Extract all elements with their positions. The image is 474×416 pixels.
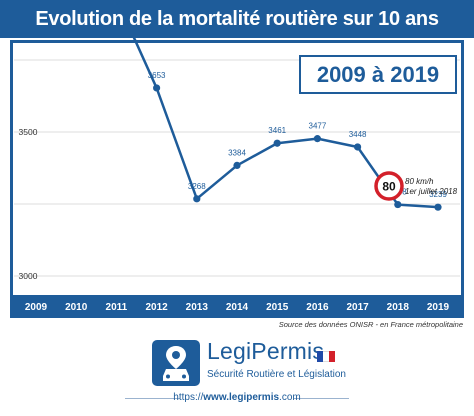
y-tick-label: 3000 [19,271,38,281]
x-tick-label: 2011 [106,302,128,313]
x-tick-label: 2017 [346,302,369,313]
data-point [394,200,402,209]
speed-limit-note-line1: 80 km/h [405,177,434,186]
series-line-path [115,0,439,209]
series-line [115,0,439,209]
data-label: 3384 [228,148,246,157]
x-tick-label: 2015 [266,302,289,313]
brand-logo: LegiPermis Sécurité Routière et Législat… [152,338,346,388]
speed-limit-sign-icon: 80 [374,171,404,201]
url-divider-right [294,398,349,399]
data-point [313,135,321,143]
url-divider-left [125,398,180,399]
data-point [193,195,201,203]
y-tick-labels: 300035004000 [19,127,38,281]
x-tick-labels: 2009 2010 2011 2012 2013 2014 2015 2016 2017 2018… [25,302,450,313]
x-tick-label: 2013 [186,302,209,313]
data-point [153,84,161,92]
french-flag-icon [317,351,335,362]
gridlines [14,59,460,277]
data-point [113,0,120,3]
brand-tagline: Sécurité Routière et Législation [207,369,346,380]
data-labels: 4273399239633653326833843461347734483248… [148,71,448,199]
data-label: 3268 [188,182,206,191]
speed-limit-value: 80 [382,180,396,194]
data-label: 3477 [309,122,327,131]
data-point [354,143,362,151]
data-points [113,0,442,211]
x-tick-label: 2014 [226,302,249,313]
y-tick-label: 3500 [19,127,38,137]
x-tick-label: 2016 [306,302,329,313]
data-point [273,139,281,147]
period-box: 2009 à 2019 [299,55,457,94]
data-label: 3239 [429,190,447,199]
chart-title: Evolution de la mortalité routière sur 1… [35,8,439,30]
source-note: Source des données ONISR - en France mét… [278,320,463,329]
data-label: 3653 [148,71,166,80]
data-label: 3461 [268,126,286,135]
title-bar [0,0,474,38]
url-row: https://www.legipermis.com [0,392,474,406]
speed-limit-note: 80 km/h 1er juillet 2018 [405,177,457,197]
data-label: 3448 [349,130,367,139]
x-tick-label: 2010 [65,302,88,313]
data-point [233,161,241,170]
data-point [434,203,442,211]
car-pin-icon [152,340,200,386]
x-tick-label: 2012 [145,302,168,313]
x-tick-label: 2019 [427,302,450,313]
x-axis-bar [10,295,464,318]
x-tick-label: 2009 [25,302,48,313]
brand-name: LegiPermis [207,338,325,364]
speed-limit-note-line2: 1er juillet 2018 [405,187,458,196]
x-tick-label: 2018 [387,302,410,313]
website-link[interactable]: https://www.legipermis.com [173,392,301,403]
